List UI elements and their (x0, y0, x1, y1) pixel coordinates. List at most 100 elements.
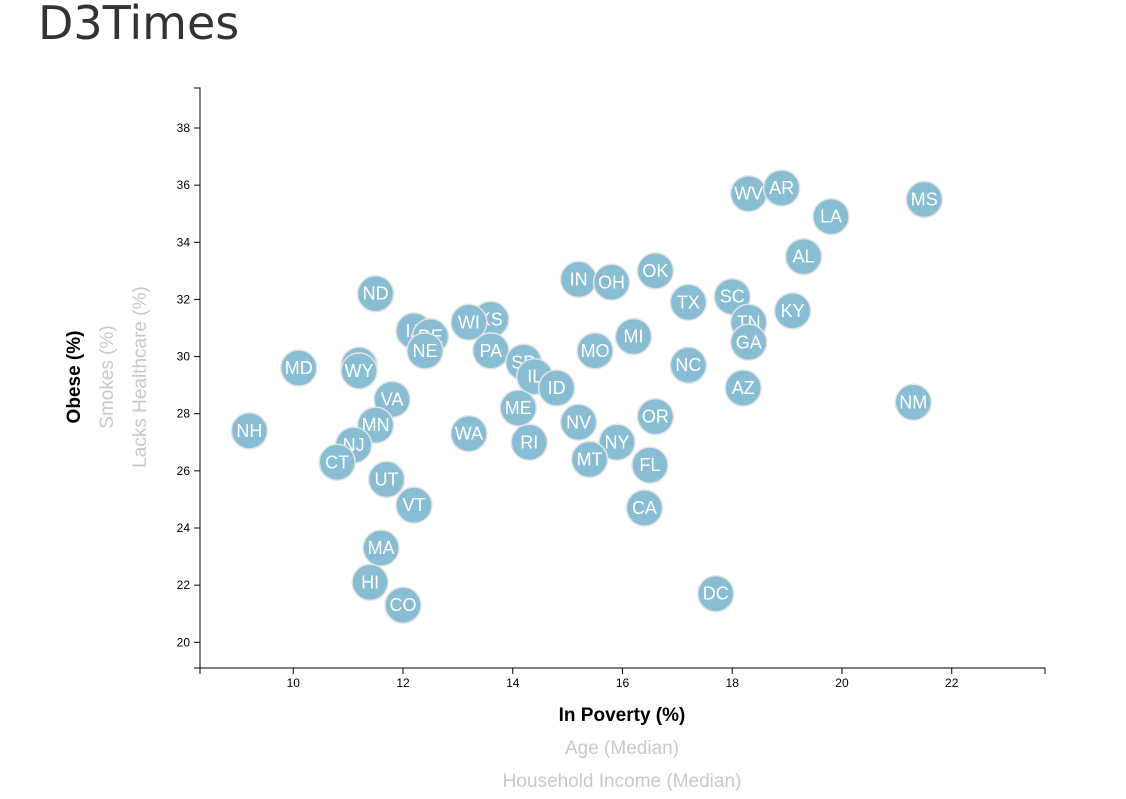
state-marker-ma[interactable]: MA (362, 529, 400, 567)
state-circle[interactable] (724, 369, 762, 407)
state-label: WY (345, 361, 374, 381)
state-circle[interactable] (669, 346, 708, 384)
state-label: PA (479, 341, 502, 361)
state-marker-ca[interactable]: CA (625, 489, 664, 527)
state-marker-co[interactable]: CO (384, 586, 422, 624)
state-circle[interactable] (362, 529, 400, 567)
state-marker-nd[interactable]: ND (356, 274, 395, 313)
state-circle[interactable] (669, 283, 708, 322)
state-circle[interactable] (406, 332, 444, 370)
state-circle[interactable] (450, 414, 488, 453)
state-marker-mt[interactable]: MT (570, 440, 609, 479)
state-marker-in[interactable]: IN (559, 260, 598, 299)
state-circle[interactable] (395, 486, 433, 524)
state-marker-wy[interactable]: WY (340, 352, 378, 390)
state-marker-ms[interactable]: MS (905, 180, 944, 219)
state-circle[interactable] (905, 180, 944, 219)
state-marker-ct[interactable]: CT (318, 443, 356, 482)
state-marker-tx[interactable]: TX (669, 283, 708, 322)
state-marker-al[interactable]: AL (784, 237, 823, 276)
y-axis-option-2[interactable]: Smokes (%) (97, 325, 118, 428)
state-circle[interactable] (367, 460, 406, 499)
state-marker-nm[interactable]: NM (894, 383, 933, 422)
state-circle[interactable] (592, 263, 631, 302)
state-circle[interactable] (280, 349, 318, 387)
state-marker-id[interactable]: ID (537, 369, 576, 407)
state-circle[interactable] (510, 423, 548, 462)
state-circle[interactable] (356, 274, 395, 313)
state-circle[interactable] (784, 237, 823, 276)
state-label: MT (577, 449, 603, 469)
data-points: WVARMSLAALINOHOKNDTXSCKYTNKSWIIADEMIGANE… (230, 169, 944, 624)
state-marker-nc[interactable]: NC (669, 346, 708, 384)
state-circle[interactable] (351, 563, 389, 602)
state-circle[interactable] (631, 446, 669, 484)
state-circle[interactable] (537, 369, 576, 407)
state-label: AL (793, 247, 815, 267)
state-marker-ut[interactable]: UT (367, 460, 406, 499)
state-label: MD (285, 358, 313, 378)
y-axis-labels: Obese (%) Smokes (%) Lacks Healthcare (%) (64, 286, 151, 468)
state-circle[interactable] (614, 317, 653, 356)
state-marker-wi[interactable]: WI (450, 303, 488, 342)
state-circle[interactable] (636, 252, 675, 290)
state-circle[interactable] (812, 197, 850, 236)
state-circle[interactable] (450, 303, 488, 342)
state-marker-hi[interactable]: HI (351, 563, 389, 602)
state-circle[interactable] (318, 443, 356, 482)
state-marker-la[interactable]: LA (812, 197, 850, 236)
state-marker-ne[interactable]: NE (406, 332, 444, 370)
state-circle[interactable] (559, 403, 598, 442)
state-label: NE (412, 341, 437, 361)
state-marker-ri[interactable]: RI (510, 423, 548, 462)
state-circle[interactable] (570, 440, 609, 479)
state-label: NH (236, 421, 262, 441)
state-marker-ar[interactable]: AR (762, 169, 801, 207)
x-tick-label: 20 (835, 676, 849, 690)
state-label: OK (642, 261, 668, 281)
state-marker-me[interactable]: ME (499, 389, 537, 427)
x-axis-option-1[interactable]: In Poverty (%) (559, 705, 686, 726)
state-circle[interactable] (598, 423, 636, 462)
state-marker-wv[interactable]: WV (729, 174, 768, 213)
state-circle[interactable] (636, 397, 675, 436)
state-marker-mi[interactable]: MI (614, 317, 653, 356)
state-marker-ok[interactable]: OK (636, 252, 675, 290)
state-marker-dc[interactable]: DC (697, 574, 735, 613)
state-label: WV (734, 184, 763, 204)
state-marker-pa[interactable]: PA (472, 332, 510, 370)
state-label: AZ (732, 378, 755, 398)
state-circle[interactable] (472, 332, 510, 370)
state-marker-nv[interactable]: NV (559, 403, 598, 442)
state-circle[interactable] (499, 389, 537, 427)
state-circle[interactable] (773, 292, 812, 330)
state-circle[interactable] (697, 574, 735, 613)
state-marker-az[interactable]: AZ (724, 369, 762, 407)
state-marker-nh[interactable]: NH (230, 412, 269, 450)
state-marker-fl[interactable]: FL (631, 446, 669, 484)
state-label: ID (548, 378, 566, 398)
state-circle[interactable] (230, 412, 269, 450)
state-marker-mo[interactable]: MO (576, 332, 614, 370)
state-label: MS (911, 189, 938, 209)
state-marker-ga[interactable]: GA (729, 323, 768, 362)
state-circle[interactable] (625, 489, 664, 527)
state-marker-vt[interactable]: VT (395, 486, 433, 524)
state-marker-or[interactable]: OR (636, 397, 675, 436)
state-marker-oh[interactable]: OH (592, 263, 631, 302)
y-axis-option-1[interactable]: Obese (%) (64, 331, 85, 424)
x-axis-option-3[interactable]: Household Income (Median) (503, 771, 742, 792)
x-axis-labels: In Poverty (%) Age (Median) Household Inco… (503, 705, 742, 792)
state-circle[interactable] (576, 332, 614, 370)
state-marker-md[interactable]: MD (280, 349, 318, 387)
state-marker-ny[interactable]: NY (598, 423, 636, 462)
x-axis-option-2[interactable]: Age (Median) (565, 738, 679, 759)
state-marker-wa[interactable]: WA (450, 414, 488, 453)
state-marker-ky[interactable]: KY (773, 292, 812, 330)
state-circle[interactable] (384, 586, 422, 624)
state-circle[interactable] (894, 383, 933, 422)
state-circle[interactable] (340, 352, 378, 390)
state-circle[interactable] (762, 169, 801, 207)
state-circle[interactable] (729, 323, 768, 362)
y-axis-option-3[interactable]: Lacks Healthcare (%) (130, 286, 151, 468)
